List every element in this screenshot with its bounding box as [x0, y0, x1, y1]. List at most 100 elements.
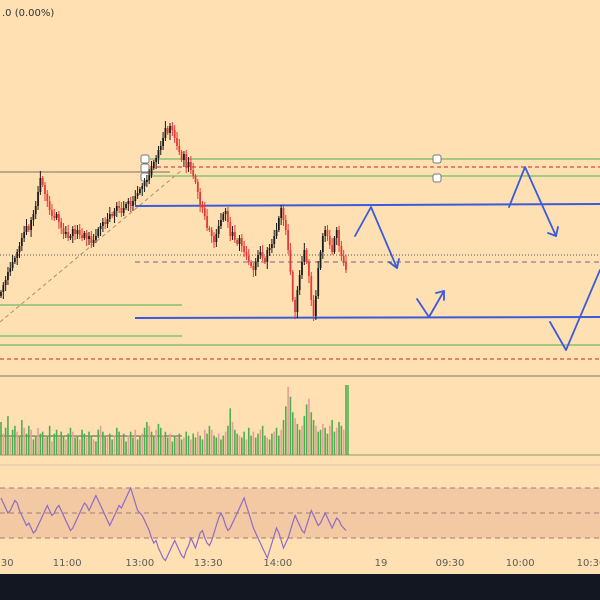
- handle-right-bottom[interactable]: [432, 173, 442, 183]
- candle: [67, 225, 70, 241]
- candle: [187, 157, 190, 172]
- volume-bar: [328, 425, 331, 455]
- candle: [74, 225, 76, 240]
- candle: [252, 263, 255, 277]
- candle: [76, 225, 79, 239]
- volume-bar: [298, 429, 301, 455]
- candle: [106, 213, 109, 228]
- candle: [280, 205, 283, 225]
- candle: [229, 217, 232, 241]
- volume-bar: [95, 441, 97, 455]
- candlestick-series: [0, 121, 347, 321]
- candle: [145, 175, 148, 187]
- volume-bar: [197, 431, 199, 455]
- x-tick-label: 13:30: [194, 558, 223, 569]
- candle: [189, 156, 192, 174]
- candle: [183, 151, 185, 167]
- handle-right-top[interactable]: [432, 154, 442, 164]
- volume-bar: [41, 431, 44, 455]
- candle: [224, 208, 227, 221]
- candle: [275, 223, 278, 239]
- volume-bar: [4, 427, 7, 455]
- volume-bar: [187, 435, 190, 455]
- volume-bar: [81, 429, 83, 455]
- candle: [277, 216, 280, 232]
- volume-bar: [92, 439, 95, 455]
- volume-bar: [125, 441, 127, 455]
- candle: [261, 245, 264, 261]
- volume-bar: [120, 437, 123, 455]
- volume-bar: [284, 406, 287, 455]
- candle: [4, 276, 7, 291]
- volume-bar: [322, 423, 324, 455]
- candle: [342, 250, 345, 266]
- volume-bar: [331, 420, 333, 455]
- volume-bar: [78, 439, 81, 455]
- volume-bar: [301, 425, 303, 455]
- candle: [85, 230, 88, 246]
- handle-left-mid[interactable]: [140, 163, 150, 173]
- candle: [210, 227, 213, 243]
- volume-bar: [37, 427, 39, 455]
- candle: [150, 161, 153, 178]
- volume-bar: [268, 439, 271, 455]
- candle: [169, 123, 171, 140]
- volume-bar: [113, 435, 116, 455]
- volume-bar: [241, 437, 243, 455]
- volume-bar: [127, 435, 130, 455]
- x-tick-label: 10:00: [506, 558, 535, 569]
- volume-bar: [250, 435, 252, 455]
- candle: [305, 248, 308, 264]
- volume-bar: [67, 433, 69, 455]
- volume-bar: [23, 427, 25, 455]
- volume-bar: [289, 396, 292, 455]
- candle: [217, 220, 220, 238]
- volume-bar: [99, 425, 102, 455]
- candle: [18, 242, 21, 258]
- volume-bar: [21, 420, 23, 455]
- candle: [16, 249, 19, 265]
- candle: [196, 179, 199, 199]
- candle: [326, 225, 329, 241]
- volume-bar: [134, 429, 137, 455]
- candle: [48, 196, 51, 215]
- x-tick-label: 19: [375, 558, 388, 569]
- candle: [113, 208, 116, 223]
- volume-bar: [315, 425, 317, 455]
- handle-left-top[interactable]: [140, 154, 150, 164]
- candle: [159, 141, 162, 155]
- candle: [328, 230, 331, 249]
- x-axis: 30 11:00 13:00 13:30 14:00 19 09:30 10:00 10:30: [1, 558, 600, 569]
- candle: [240, 234, 243, 252]
- candle: [25, 219, 28, 235]
- candle: [37, 186, 39, 210]
- candle: [287, 224, 290, 254]
- volume-bar: [287, 386, 289, 455]
- volume-bar: [192, 433, 194, 455]
- candle: [227, 207, 229, 228]
- candle: [166, 126, 169, 135]
- volume-bar: [118, 431, 120, 455]
- candle: [259, 246, 262, 259]
- candle: [340, 241, 343, 261]
- volume-bar: [122, 433, 125, 455]
- candle: [134, 190, 137, 205]
- x-tick-label: 11:00: [53, 558, 82, 569]
- candle: [206, 209, 208, 231]
- volume-bar: [132, 437, 134, 455]
- volume-bar: [222, 435, 225, 455]
- candle: [60, 218, 63, 234]
- volume-bar: [319, 429, 322, 455]
- volume-bar: [208, 425, 211, 455]
- volume-bar: [227, 425, 229, 455]
- volume-bar: [0, 421, 2, 455]
- volume-bar: [62, 435, 65, 455]
- volume-bar: [139, 435, 141, 455]
- candle: [333, 236, 336, 254]
- candle: [143, 178, 146, 192]
- volume-bar: [97, 429, 100, 455]
- volume-bar: [159, 427, 162, 455]
- arrow-head-2: [435, 290, 445, 301]
